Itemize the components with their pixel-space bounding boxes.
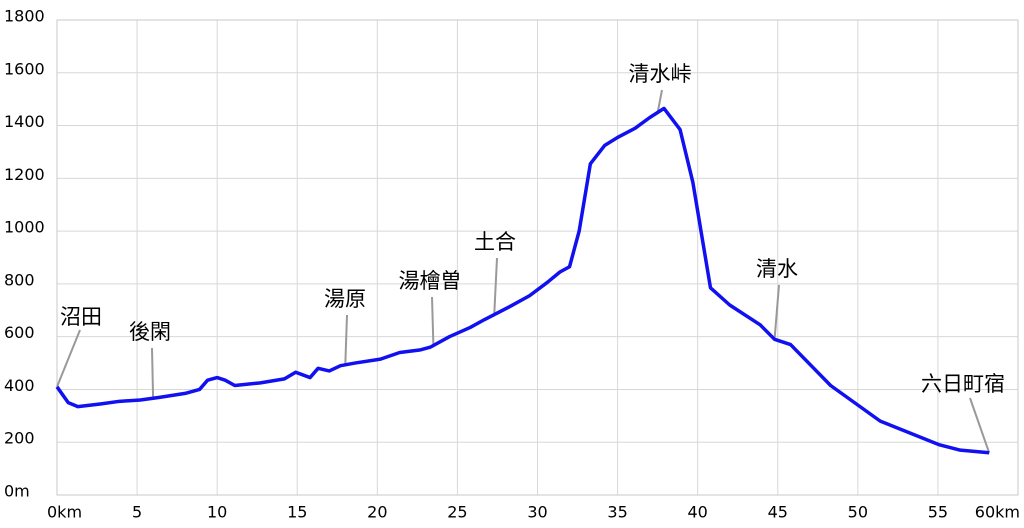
x-tick-label: 40 xyxy=(687,503,707,522)
x-tick-label: 45 xyxy=(768,503,788,522)
y-tick-label: 1400 xyxy=(4,112,45,131)
plot-frame xyxy=(56,19,1019,496)
annotation-leader xyxy=(56,329,81,388)
x-tick-label: 15 xyxy=(287,503,307,522)
annotation-leader xyxy=(493,257,498,315)
annotation-leader xyxy=(431,296,435,346)
annotation: 土合 xyxy=(474,230,516,254)
x-tick-label: 55 xyxy=(928,503,948,522)
x-tick-label: 0km xyxy=(47,503,82,522)
x-tick-label: 60km xyxy=(975,503,1020,522)
annotation-leader xyxy=(773,284,780,340)
annotation-leader xyxy=(344,314,348,365)
annotation-leader xyxy=(151,347,155,399)
x-tick-label: 35 xyxy=(607,503,627,522)
annotation: 六日町宿 xyxy=(921,372,1005,396)
y-tick-label: 400 xyxy=(4,376,35,395)
x-tick-label: 25 xyxy=(447,503,467,522)
annotation: 湯檜曽 xyxy=(399,269,462,293)
annotation-leader xyxy=(969,397,991,454)
annotation: 湯原 xyxy=(324,287,366,311)
y-tick-label: 1200 xyxy=(4,165,45,184)
x-tick-label: 30 xyxy=(527,503,547,522)
annotation-leader xyxy=(656,89,663,113)
annotation: 清水峠 xyxy=(629,62,692,86)
x-tick-label: 20 xyxy=(367,503,387,522)
y-tick-label: 0m xyxy=(4,482,30,501)
y-tick-label: 600 xyxy=(4,323,35,342)
y-tick-label: 200 xyxy=(4,429,35,448)
y-tick-label: 800 xyxy=(4,270,35,289)
annotation: 後閑 xyxy=(129,320,171,344)
x-tick-label: 5 xyxy=(132,503,142,522)
x-tick-label: 10 xyxy=(207,503,227,522)
y-tick-label: 1800 xyxy=(4,7,45,26)
x-tick-label: 50 xyxy=(848,503,868,522)
annotation: 沼田 xyxy=(60,305,102,329)
elevation-line xyxy=(55,106,990,455)
annotation: 清水 xyxy=(756,257,798,281)
y-tick-label: 1000 xyxy=(4,218,45,237)
y-tick-label: 1600 xyxy=(4,59,45,78)
